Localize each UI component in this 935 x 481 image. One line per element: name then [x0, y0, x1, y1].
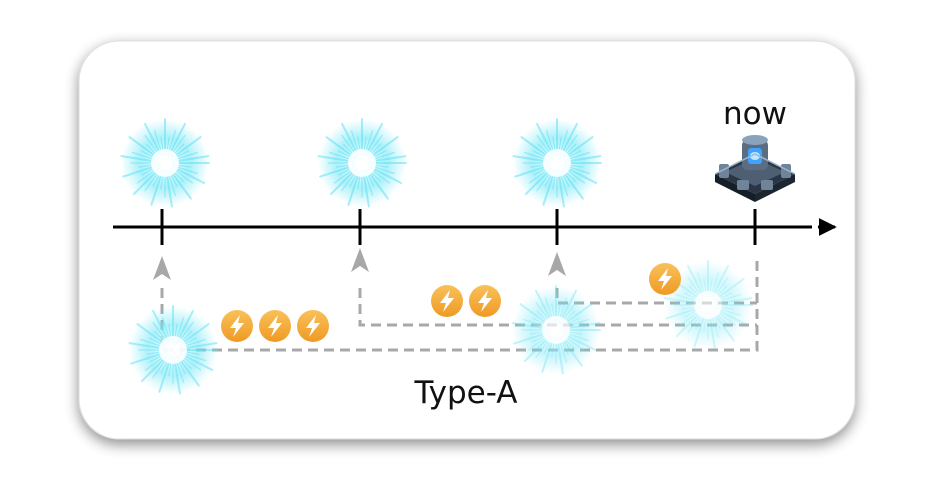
timeline-ticks: [160, 209, 757, 245]
cyan-starburst-icon: [511, 285, 601, 375]
energy-group-3: [649, 263, 681, 295]
connector-path-1: [160, 258, 759, 352]
arrow-up-icon: [351, 248, 369, 272]
cyan-starburst-icon: [120, 118, 210, 208]
connector-path-2: [358, 288, 757, 327]
cyan-starburst-icon: [128, 305, 218, 395]
now-label: now: [723, 96, 787, 132]
arrow-up-icon: [153, 256, 171, 280]
type-label: Type-A: [414, 375, 518, 411]
isometric-structure-icon: [714, 135, 796, 202]
lightning-bolt-icon: [297, 310, 329, 342]
cyan-starburst-icon: [317, 118, 407, 208]
lightning-bolt-icon: [259, 310, 291, 342]
energy-group-1: [221, 310, 329, 342]
up-arrows: [153, 248, 566, 280]
arrow-up-icon: [548, 252, 566, 276]
lightning-bolt-icon: [469, 285, 501, 317]
lightning-bolt-icon: [649, 263, 681, 295]
cyan-starburst-icon: [512, 118, 602, 208]
lightning-bolt-icon: [221, 310, 253, 342]
lightning-bolt-icon: [431, 285, 463, 317]
